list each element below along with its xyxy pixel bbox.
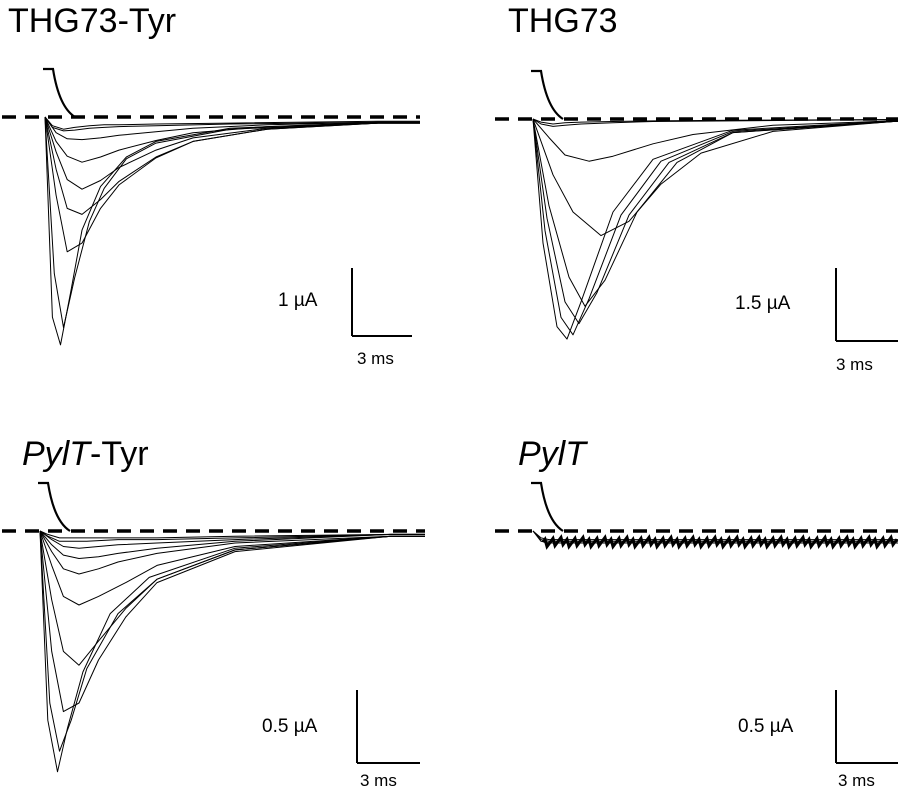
current-scale-label: 0.5 µA <box>262 716 318 737</box>
time-scale-label: 3 ms <box>357 349 394 368</box>
time-scale-label: 3 ms <box>360 771 397 790</box>
capacitive-transient <box>38 481 71 532</box>
current-trace <box>44 116 420 215</box>
current-scale-label: 1 µA <box>278 290 318 311</box>
capacitive-transient <box>531 69 564 120</box>
time-scale-label: 3 ms <box>836 355 873 374</box>
panel-title: PylT-Tyr <box>22 435 149 473</box>
current-trace <box>44 116 420 328</box>
capacitive-transient <box>531 481 564 532</box>
current-trace <box>44 116 420 346</box>
capacitive-transient <box>43 67 76 118</box>
panel-title: THG73 <box>508 2 618 40</box>
current-scale-label: 1.5 µA <box>735 293 791 314</box>
panel-title: THG73-Tyr <box>8 2 177 40</box>
current-trace <box>532 118 898 340</box>
panel-title: PylT <box>518 435 586 473</box>
current-trace <box>532 118 898 336</box>
current-trace <box>44 116 420 141</box>
current-scale-label: 0.5 µA <box>738 716 794 737</box>
current-trace <box>44 116 420 130</box>
current-trace <box>532 118 898 127</box>
noise-band-trace <box>541 534 899 550</box>
current-trace <box>39 530 425 559</box>
current-trace <box>39 530 425 752</box>
current-trace <box>39 530 425 575</box>
current-trace <box>532 118 898 307</box>
current-trace <box>39 530 425 542</box>
current-trace <box>39 530 425 606</box>
current-trace <box>44 116 420 132</box>
current-trace <box>44 116 420 253</box>
current-trace <box>39 530 425 713</box>
time-scale-label: 3 ms <box>838 771 875 790</box>
current-trace <box>532 118 898 325</box>
current-trace <box>39 530 425 539</box>
current-trace <box>39 530 425 549</box>
current-trace <box>39 530 425 773</box>
current-trace <box>532 118 898 162</box>
